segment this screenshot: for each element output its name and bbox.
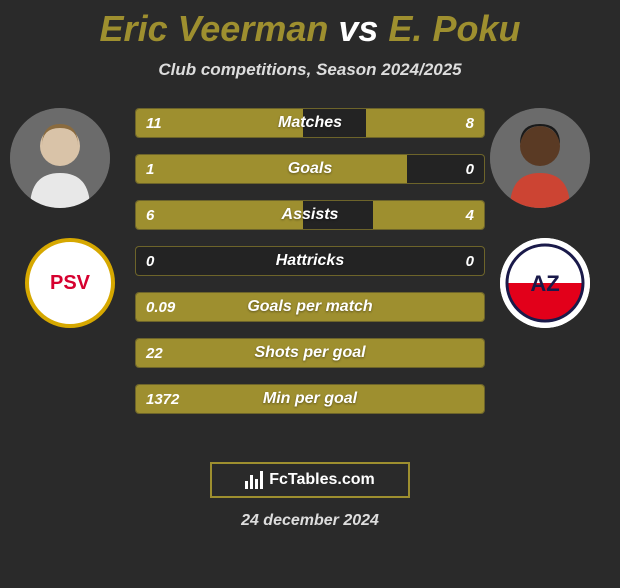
stat-label: Matches bbox=[136, 114, 484, 132]
stat-label: Shots per goal bbox=[136, 344, 484, 362]
footer-date: 24 december 2024 bbox=[0, 512, 620, 530]
stat-row: 00Hattricks bbox=[135, 246, 485, 276]
stat-label: Goals bbox=[136, 160, 484, 178]
stat-row: 0.09Goals per match bbox=[135, 292, 485, 322]
player2-name: E. Poku bbox=[388, 8, 520, 49]
player2-club-badge: AZ bbox=[500, 238, 590, 328]
stat-row: 118Matches bbox=[135, 108, 485, 138]
stat-row: 1372Min per goal bbox=[135, 384, 485, 414]
player2-avatar bbox=[490, 108, 590, 208]
player1-name: Eric Veerman bbox=[100, 8, 329, 49]
player1-club-badge: PSV bbox=[25, 238, 115, 328]
stat-label: Goals per match bbox=[136, 298, 484, 316]
stat-row: 64Assists bbox=[135, 200, 485, 230]
stat-label: Min per goal bbox=[136, 390, 484, 408]
stat-label: Assists bbox=[136, 206, 484, 224]
stat-label: Hattricks bbox=[136, 252, 484, 270]
comparison-panel: PSV AZ 118Matches 10Goals 64Assists 00Hattr… bbox=[0, 108, 620, 448]
vs-text: vs bbox=[338, 8, 378, 49]
player1-avatar bbox=[10, 108, 110, 208]
site-name: FcTables.com bbox=[269, 471, 375, 489]
site-logo: FcTables.com bbox=[210, 462, 410, 498]
stats-bars: 118Matches 10Goals 64Assists 00Hattricks 0.0… bbox=[135, 108, 485, 430]
stat-row: 22Shots per goal bbox=[135, 338, 485, 368]
comparison-title: Eric Veerman vs E. Poku bbox=[0, 8, 620, 50]
svg-text:AZ: AZ bbox=[530, 271, 559, 296]
subtitle: Club competitions, Season 2024/2025 bbox=[0, 60, 620, 80]
chart-icon bbox=[245, 471, 263, 489]
stat-row: 10Goals bbox=[135, 154, 485, 184]
club-left-label: PSV bbox=[50, 272, 90, 295]
